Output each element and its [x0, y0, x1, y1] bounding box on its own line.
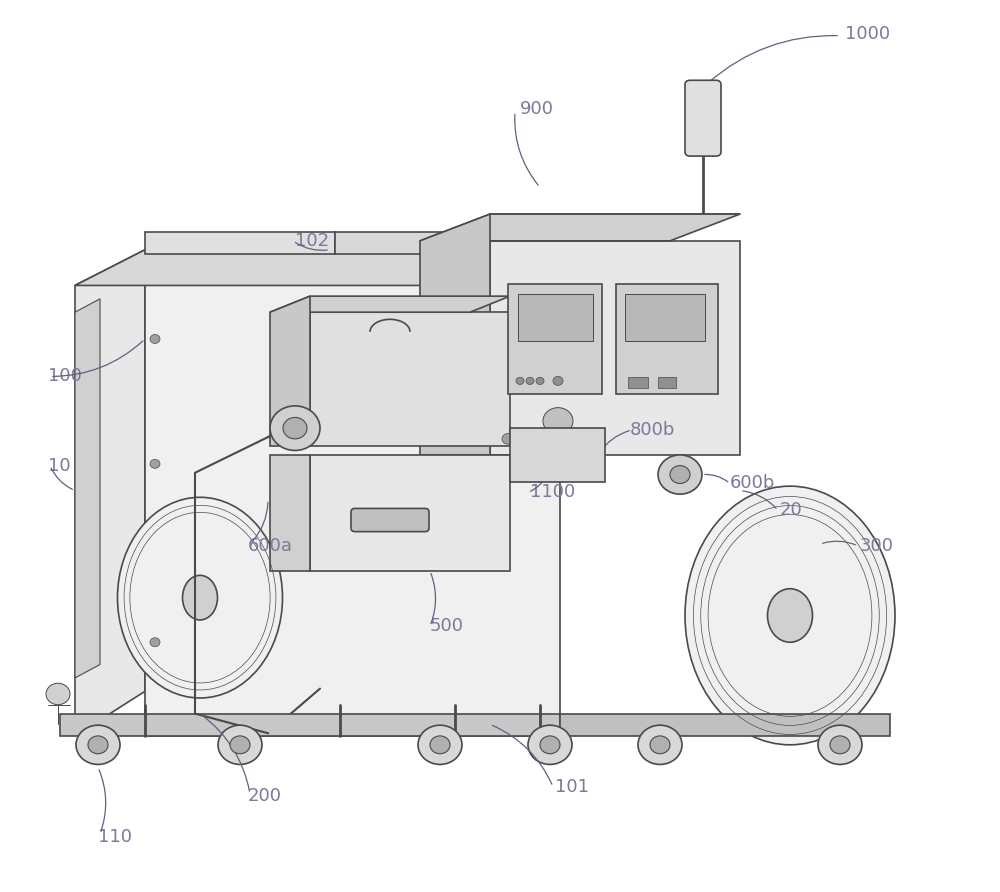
Circle shape: [818, 725, 862, 764]
Polygon shape: [75, 250, 145, 736]
Circle shape: [553, 376, 563, 385]
Circle shape: [76, 725, 120, 764]
Bar: [510, 428, 605, 482]
FancyBboxPatch shape: [351, 508, 429, 532]
Circle shape: [638, 725, 682, 764]
FancyBboxPatch shape: [685, 80, 721, 156]
Circle shape: [543, 408, 573, 434]
Circle shape: [540, 736, 560, 754]
Circle shape: [516, 377, 524, 384]
Bar: [625, 294, 705, 341]
Polygon shape: [270, 296, 310, 446]
Text: 600b: 600b: [730, 475, 775, 492]
Polygon shape: [310, 455, 510, 571]
Circle shape: [502, 434, 514, 444]
Text: 1000: 1000: [845, 25, 890, 43]
Polygon shape: [75, 250, 560, 285]
Circle shape: [270, 406, 320, 450]
Text: 110: 110: [98, 828, 132, 846]
Text: 900: 900: [520, 100, 554, 118]
Bar: [628, 377, 648, 388]
Circle shape: [418, 725, 462, 764]
Circle shape: [150, 459, 160, 468]
Circle shape: [46, 683, 70, 705]
Polygon shape: [270, 455, 310, 571]
Text: 10: 10: [48, 457, 71, 475]
Text: 101: 101: [555, 778, 589, 796]
Ellipse shape: [685, 486, 895, 745]
Circle shape: [830, 736, 850, 754]
Bar: [658, 377, 676, 388]
Circle shape: [150, 638, 160, 647]
Circle shape: [528, 725, 572, 764]
Polygon shape: [145, 232, 335, 254]
Bar: [518, 294, 593, 341]
Circle shape: [150, 334, 160, 343]
Polygon shape: [335, 232, 490, 254]
Text: 500: 500: [430, 617, 464, 635]
Polygon shape: [560, 714, 890, 736]
Circle shape: [658, 455, 702, 494]
FancyBboxPatch shape: [616, 284, 718, 394]
Text: 102: 102: [295, 232, 329, 250]
Polygon shape: [490, 241, 740, 455]
Polygon shape: [420, 214, 740, 241]
Circle shape: [230, 736, 250, 754]
Circle shape: [526, 377, 534, 384]
Polygon shape: [270, 296, 510, 312]
Text: 20: 20: [780, 501, 803, 519]
Polygon shape: [420, 214, 490, 455]
Circle shape: [88, 736, 108, 754]
Text: 200: 200: [248, 787, 282, 805]
Text: 600a: 600a: [248, 537, 293, 555]
Polygon shape: [145, 254, 560, 736]
Circle shape: [218, 725, 262, 764]
Ellipse shape: [118, 497, 283, 698]
Text: 800b: 800b: [630, 421, 675, 439]
Polygon shape: [310, 312, 510, 446]
Polygon shape: [60, 714, 560, 736]
Circle shape: [670, 466, 690, 483]
Circle shape: [536, 377, 544, 384]
Ellipse shape: [182, 575, 218, 620]
Ellipse shape: [768, 589, 812, 642]
Text: 1100: 1100: [530, 483, 575, 501]
Circle shape: [283, 417, 307, 439]
Text: 300: 300: [860, 537, 894, 555]
Text: 100: 100: [48, 368, 82, 385]
FancyBboxPatch shape: [508, 284, 602, 394]
Circle shape: [650, 736, 670, 754]
Circle shape: [430, 736, 450, 754]
Polygon shape: [75, 299, 100, 678]
